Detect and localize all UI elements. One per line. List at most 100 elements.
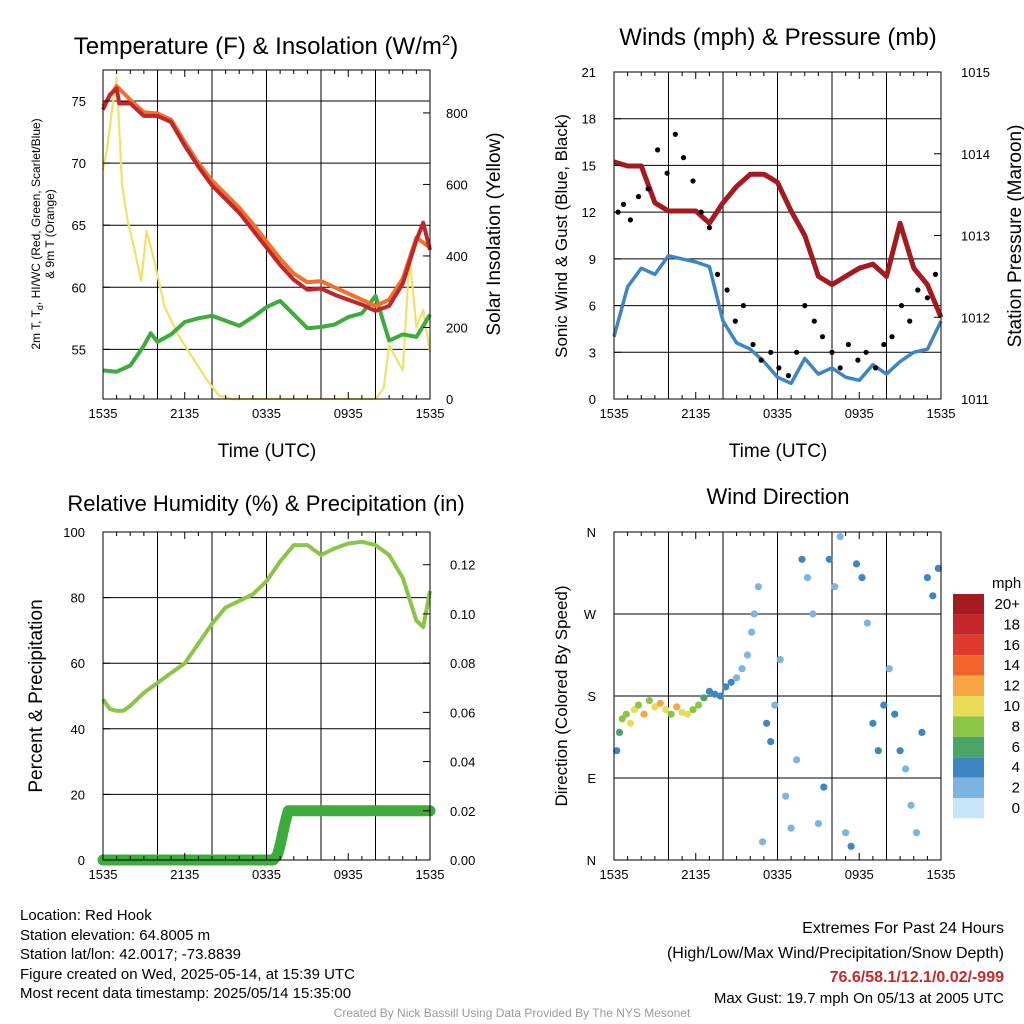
gust-point [924,295,931,301]
direction-point [858,574,866,582]
x-tick-label: 1535 [600,867,629,882]
credit-line: Created By Nick Bassill Using Data Provi… [333,1006,691,1020]
direction-point [798,555,806,563]
gust-point [732,318,738,324]
station-latlon: Station lat/lon: 42.0017; -73.8839 [20,946,242,964]
max-gust: Max Gust: 19.7 mph On 05/13 at 2005 UTC [713,990,1004,1007]
temperature-panel: Temperature (F) & Insolation (W/m2) 1535… [29,32,505,462]
x-tick-label: 0335 [252,867,281,882]
y-tick-label: 21 [582,65,596,80]
direction-point [711,690,719,698]
gust-point [768,349,774,355]
gust-point [698,209,704,215]
gust-point [690,178,696,184]
extremes-title: Extremes For Past 24 Hours [802,920,1004,937]
temperature-series [101,76,432,401]
direction-point [743,651,752,659]
gust-point [724,287,730,293]
humidity-ticks: 1535 2135 0335 0935 1535 0 20 40 60 80 100 0.00 0.02… [63,525,475,882]
x-tick-label: 1535 [416,867,445,882]
gust-point [794,349,800,355]
x-tick-label: 1535 [89,867,118,882]
gust-point [855,357,861,363]
direction-point [782,792,790,800]
x-tick-label: 2135 [170,406,199,421]
direction-point [863,619,872,627]
gust-point [932,271,939,277]
gust-point [829,349,835,355]
gust-point [785,373,792,379]
legend-label: 6 [1012,739,1020,756]
gust-point [802,303,808,309]
direction-point [787,824,795,832]
y-right-tick-label: 0.06 [450,705,475,720]
direction-point [934,564,942,573]
gust-point [635,194,642,200]
direction-point [758,838,767,846]
gust-point [776,365,782,371]
direction-grid [614,531,941,861]
humidity-title: Relative Humidity (%) & Precipitation (i… [67,491,464,516]
direction-point [626,719,635,727]
y-tick-label: 40 [71,722,85,737]
legend-label: 8 [1012,718,1020,735]
temperature-grid [103,70,430,399]
y-right-tick-label: 1015 [961,65,990,80]
x-tick-label: 0935 [845,867,874,882]
y-right-tick-label: 1011 [961,392,989,407]
temperature-ylabel-right: Solar Insolation (Yellow) [484,132,505,335]
direction-point [738,665,746,673]
extremes-info: Extremes For Past 24 Hours (High/Low/Max… [667,916,1004,1009]
legend-swatch [953,655,984,676]
x-tick-label: 2135 [170,867,199,882]
direction-point [929,592,937,600]
direction-title: Wind Direction [706,484,849,509]
legend-label: 10 [1003,698,1020,715]
direction-point [763,719,771,727]
y-tick-label: 65 [72,218,86,233]
direction-point [825,555,833,563]
winds-xlabel: Time (UTC) [729,441,828,462]
gust-point [837,365,843,371]
legend-label: 4 [1012,759,1020,776]
x-tick-label: 0335 [763,867,792,882]
extremes-values: 76.6/58.1/12.1/0.02/-999 [829,969,1004,986]
x-tick-label: 0335 [252,406,281,421]
series-line-2m-t [101,86,432,313]
legend-label: 20+ [995,596,1021,613]
direction-point [678,708,686,717]
y-tick-label: N [587,525,596,540]
direction-point [809,610,817,618]
gust-point [750,341,756,348]
direction-point [667,710,675,718]
direction-point [793,756,801,764]
station-info: Location: Red Hook Station elevation: 64… [20,906,355,1004]
y-right-tick-label: 0 [446,392,453,407]
direction-point [885,665,893,673]
winds-grid [614,71,941,400]
recent-timestamp: Most recent data timestamp: 2025/05/14 1… [20,985,352,1003]
direction-point [622,710,630,718]
direction-point [902,765,910,773]
gust-point [907,318,913,324]
gust-point [889,334,895,340]
direction-point [771,701,779,709]
legend-swatch [953,757,984,778]
direction-point [645,697,654,705]
gust-point [664,170,670,176]
winds-ticks: 1535 2135 0335 0935 1535 0 3 6 9 12 15 18 21 1011 1012… [582,65,990,421]
extremes-subtitle: (High/Low/Max Wind/Precipitation/Snow De… [666,945,1004,962]
gust-point [672,131,678,137]
gust-point [811,318,817,324]
y-tick-label: 100 [63,525,85,540]
direction-point [852,560,861,568]
y-right-tick-label: 0.02 [450,804,475,819]
gust-point [845,341,852,348]
direction-point [831,583,839,591]
y-tick-label: N [587,853,596,868]
y-right-tick-label: 200 [446,320,468,335]
x-tick-label: 1535 [600,406,629,421]
gust-point [873,365,879,371]
direction-point [750,610,758,618]
x-tick-label: 1535 [89,406,118,421]
